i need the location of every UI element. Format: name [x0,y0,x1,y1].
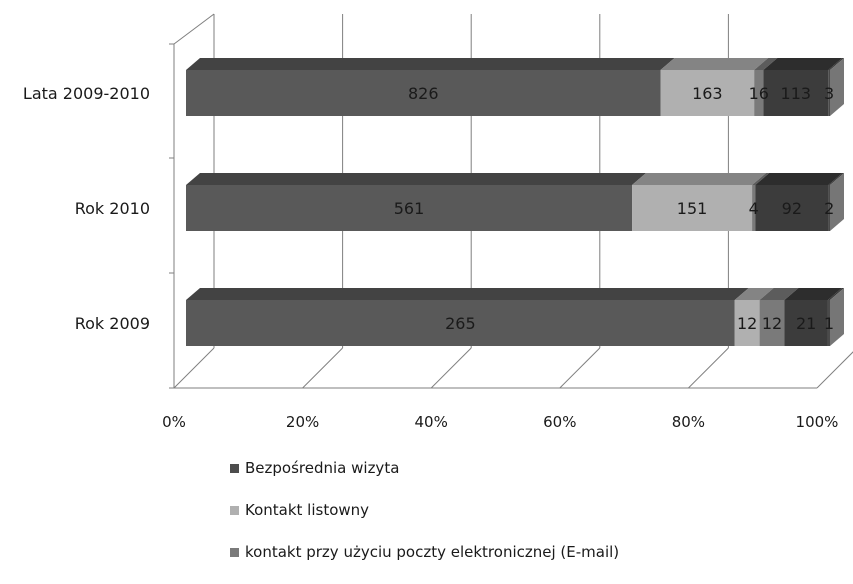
floor-gridline [816,351,853,389]
bar-top-face [734,288,774,300]
legend-item: kontakt przy użyciu poczty elektroniczne… [230,542,619,562]
data-label: 1 [824,314,834,333]
data-label: 2 [824,199,834,218]
data-label: 151 [677,199,708,218]
data-label: 92 [782,199,802,218]
bar-segment [734,300,760,346]
bar-segment [828,185,830,231]
category-label: Lata 2009-2010 [23,84,150,103]
bar-segment [186,70,661,116]
bar-top-face [755,173,843,185]
bar-top-face [752,173,770,185]
legend-item: Kontakt listowny [230,500,619,520]
legend-swatch [230,505,239,515]
data-label: 3 [824,84,834,103]
bar-side-face [830,58,844,116]
data-label: 21 [796,314,816,333]
data-label: 16 [749,84,769,103]
bar-top-face [186,173,647,185]
data-label: 561 [394,199,425,218]
bar-segment [186,300,735,346]
bar-side-face [830,288,844,346]
bar-top-face [632,173,767,185]
floor-gridline [559,347,601,389]
bar-top-face [763,58,843,70]
bar-top-face [754,58,778,70]
legend-label: kontakt przy użyciu poczty elektroniczne… [245,543,620,561]
data-label: 163 [692,84,723,103]
data-label: 4 [749,199,759,218]
bar-segment [827,300,830,346]
chart: 0% 20% 40% 60% 80% 100%Lata 2009-2010 826 163 16… [23,13,853,431]
bar-segment [754,70,764,116]
bar-top-face [186,288,749,300]
bar-segment [755,185,829,231]
x-tick-label: 60% [543,413,576,431]
bar-top-face [784,288,842,300]
data-label: 12 [737,314,757,333]
data-label: 113 [781,84,812,103]
bar-segment [763,70,829,116]
floor-gridline [302,347,343,389]
bar-segment [759,300,785,346]
bar-top-face [828,58,844,70]
legend-item: Bezpośrednia wizyta [230,458,619,478]
bar-side-face [830,173,844,231]
x-tick-label: 80% [672,413,705,431]
bar-segment [186,185,633,231]
bar-segment [632,185,753,231]
data-label: 265 [445,314,476,333]
data-label: 826 [408,84,439,103]
x-tick-label: 40% [415,413,448,431]
category-label: Rok 2009 [75,314,150,333]
x-tick-label: 100% [796,413,839,431]
bar-top-face [759,288,799,300]
wall-edge [173,13,215,45]
x-tick-label: 20% [286,413,319,431]
bar-top-face [827,288,844,300]
bar-segment [784,300,828,346]
bar-top-face [186,58,675,70]
floor-gridline [173,347,215,389]
legend-swatch [230,463,239,473]
data-label: 12 [762,314,782,333]
bar-segment [752,185,756,231]
floor-gridline [430,347,472,389]
legend-swatch [230,547,239,557]
legend-label: Kontakt listowny [245,501,370,519]
bar-segment [828,70,830,116]
legend-label: Bezpośrednia wizyta [245,459,400,477]
bar-top-face [828,173,844,185]
bar-top-face [660,58,769,70]
bar-segment [660,70,755,116]
floor-gridline [688,347,729,389]
legend: Bezpośrednia wizyta Kontakt listowny kon… [230,458,619,584]
x-tick-label: 0% [162,413,186,431]
category-label: Rok 2010 [75,199,150,218]
